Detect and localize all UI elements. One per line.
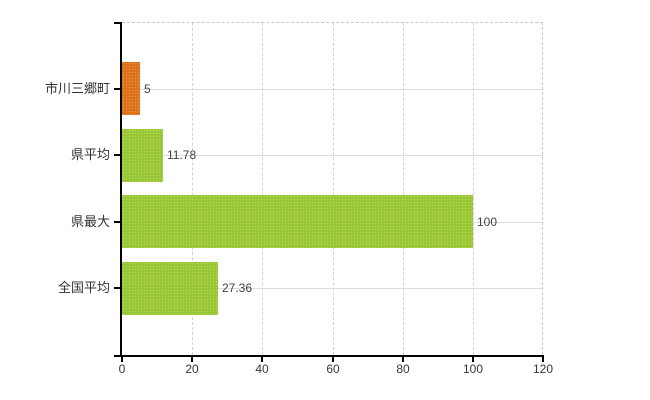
gridline-vertical <box>472 23 474 355</box>
x-tick-label: 120 <box>532 362 554 376</box>
x-tick-label: 60 <box>326 362 340 376</box>
plot-border-right <box>542 22 543 355</box>
category-label: 市川三郷町 <box>44 81 110 96</box>
x-axis-tick <box>261 355 263 362</box>
x-tick-label: 40 <box>255 362 269 376</box>
y-axis-tick <box>114 88 120 90</box>
x-axis-tick <box>332 355 334 362</box>
category-label: 県最大 <box>70 214 110 229</box>
x-tick-label: 20 <box>185 362 199 376</box>
y-axis-tick <box>114 221 120 223</box>
bar-0 <box>122 62 140 115</box>
y-axis-tick <box>114 154 120 156</box>
x-axis-tick <box>191 355 193 362</box>
gridline-horizontal <box>123 89 543 90</box>
bar-1 <box>122 129 163 182</box>
x-axis-tick <box>542 355 544 362</box>
gridline-vertical <box>262 23 264 355</box>
x-tick-label: 0 <box>118 362 126 376</box>
gridline-horizontal <box>123 155 543 156</box>
plot-border-top <box>122 22 543 23</box>
y-axis-top-tick <box>114 22 122 24</box>
x-axis-tick <box>121 355 123 362</box>
x-axis-tick <box>402 355 404 362</box>
gridline-vertical <box>192 23 194 355</box>
bar-value-label: 27.36 <box>222 281 253 295</box>
bar-value-label: 11.78 <box>167 148 197 162</box>
bar-value-label: 100 <box>477 215 498 229</box>
x-tick-label: 80 <box>396 362 410 376</box>
category-label: 県平均 <box>70 147 110 162</box>
bar-value-label: 5 <box>144 82 151 96</box>
y-axis-line <box>120 22 122 357</box>
x-axis-tick <box>472 355 474 362</box>
gridline-horizontal <box>123 288 543 289</box>
bar-3 <box>122 262 218 315</box>
category-label: 全国平均 <box>57 280 110 295</box>
x-tick-label: 100 <box>462 362 484 376</box>
x-axis-line <box>114 355 543 357</box>
y-axis-tick <box>114 287 120 289</box>
gridline-vertical <box>402 23 404 355</box>
gridline-vertical <box>332 23 334 355</box>
bar-2 <box>122 195 473 248</box>
